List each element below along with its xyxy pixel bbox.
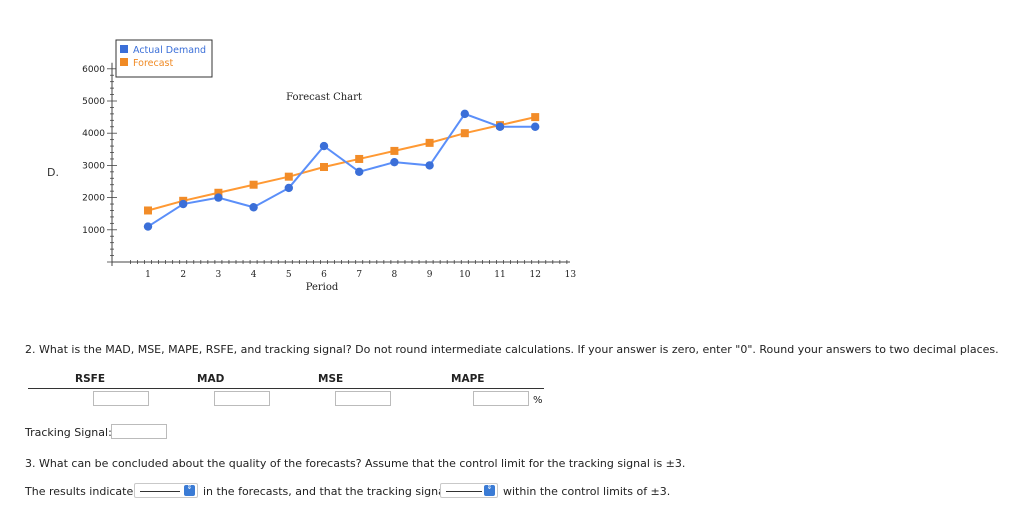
bias-dropdown[interactable]: ⇕ [134, 483, 198, 498]
x-tick-label: 11 [494, 270, 505, 280]
y-tick-label: 1000 [82, 226, 105, 236]
dropdown-arrow-icon: ⇕ [184, 484, 195, 496]
x-tick-label: 7 [356, 270, 362, 280]
x-tick-label: 1 [145, 270, 151, 280]
x-tick-label: 9 [427, 270, 433, 280]
actual-demand-point [284, 183, 293, 193]
mape-header: MAPE [451, 373, 485, 385]
forecast-point [249, 180, 258, 189]
question-2-text: 2. What is the MAD, MSE, MAPE, RSFE, and… [25, 343, 999, 356]
x-tick-label: 4 [251, 270, 257, 280]
legend: Actual Demand Forecast [115, 39, 213, 78]
tracking-signal-input[interactable] [111, 424, 167, 439]
x-tick-label: 8 [392, 270, 398, 280]
actual-demand-point [214, 193, 223, 202]
table-header-divider [28, 388, 544, 389]
actual-demand-point [249, 203, 258, 212]
actual-demand-line [147, 112, 536, 228]
actual-demand-point [143, 222, 153, 231]
y-tick-label: 6000 [82, 65, 105, 75]
results-middle-text: in the forecasts, and that the tracking … [203, 485, 448, 498]
mse-header: MSE [318, 373, 344, 385]
actual-demand-point [425, 161, 434, 170]
chart-title: Forecast Chart [286, 92, 362, 103]
legend-label-forecast: Forecast [133, 58, 173, 69]
forecast-point [460, 129, 469, 138]
forecast-point [284, 172, 293, 181]
x-tick-label: 3 [216, 270, 222, 280]
x-tick-label: 10 [459, 270, 471, 280]
y-tick-label: 4000 [82, 129, 105, 139]
actual-demand-point [319, 141, 329, 151]
legend-label-actual: Actual Demand [133, 45, 206, 56]
actual-demand-point [531, 122, 540, 131]
x-tick-label: 13 [565, 270, 577, 280]
forecast-point [144, 206, 152, 215]
dropdown-blank [140, 491, 180, 492]
actual-demand-point [355, 167, 364, 177]
legend-swatch-actual [120, 45, 128, 53]
legend-swatch-forecast [120, 58, 128, 66]
mad-header: MAD [197, 373, 225, 385]
question-letter: D. [47, 166, 59, 179]
tracking-signal-label: Tracking Signal: [25, 426, 112, 439]
legend-box [115, 39, 213, 78]
dropdown-blank [446, 491, 482, 492]
x-tick-label: 2 [180, 270, 186, 280]
forecast-line [147, 116, 536, 212]
x-tick-label: 5 [286, 270, 292, 280]
x-tick-label: 6 [321, 270, 327, 280]
forecast-point [214, 188, 223, 197]
percent-symbol: % [533, 395, 543, 406]
y-tick-label: 5000 [82, 97, 105, 107]
rsfe-input[interactable] [93, 391, 149, 406]
actual-demand-point [460, 109, 469, 119]
forecast-point [425, 138, 434, 147]
forecast-point [355, 154, 364, 163]
tracking-signal-dropdown[interactable]: ⇕ [440, 483, 498, 498]
question-3-text: 3. What can be concluded about the quali… [25, 457, 686, 470]
mse-input[interactable] [335, 391, 391, 406]
actual-demand-point [179, 199, 188, 209]
forecast-point [531, 113, 540, 122]
forecast-point [390, 146, 399, 155]
y-tick-label: 3000 [82, 161, 105, 171]
y-tick-label: 2000 [82, 194, 105, 204]
mad-input[interactable] [214, 391, 270, 406]
rsfe-header: RSFE [75, 373, 105, 385]
results-suffix-text: within the control limits of ±3. [503, 485, 671, 498]
actual-demand-point [495, 122, 505, 131]
x-axis-label: Period [306, 282, 339, 293]
mape-input[interactable] [473, 391, 529, 406]
dropdown-arrow-icon: ⇕ [484, 484, 495, 496]
results-prefix-text: The results indicate [25, 485, 134, 498]
actual-demand-point [390, 157, 399, 167]
forecast-point [320, 163, 328, 172]
x-tick-label: 12 [529, 270, 540, 280]
